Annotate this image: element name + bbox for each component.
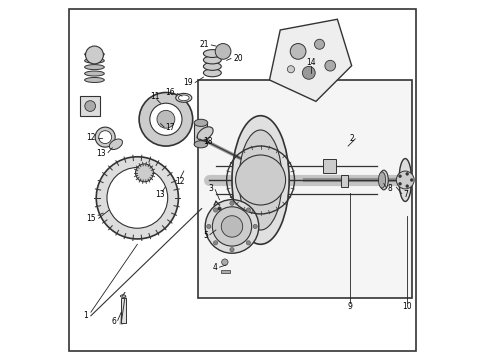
Text: 7: 7	[403, 190, 407, 199]
Text: 6: 6	[111, 316, 116, 325]
Text: 20: 20	[233, 54, 242, 63]
Circle shape	[213, 241, 217, 245]
Text: 21: 21	[199, 40, 208, 49]
Circle shape	[135, 164, 153, 182]
Circle shape	[235, 155, 285, 205]
Text: 5: 5	[203, 231, 207, 240]
Circle shape	[206, 224, 210, 229]
Ellipse shape	[398, 158, 411, 202]
Ellipse shape	[175, 93, 191, 102]
Ellipse shape	[203, 56, 221, 64]
Circle shape	[287, 66, 294, 73]
Circle shape	[405, 172, 408, 175]
Ellipse shape	[120, 295, 125, 297]
Ellipse shape	[231, 116, 288, 244]
Circle shape	[84, 101, 95, 111]
Text: 13: 13	[96, 149, 106, 158]
Circle shape	[302, 66, 315, 79]
Text: 4: 4	[212, 263, 217, 272]
Text: 10: 10	[402, 302, 411, 311]
Circle shape	[229, 248, 234, 252]
Circle shape	[96, 157, 178, 239]
Bar	[121, 298, 125, 323]
Circle shape	[95, 127, 115, 147]
Text: 17: 17	[165, 123, 175, 132]
Circle shape	[229, 201, 234, 205]
Bar	[340, 175, 347, 187]
Text: 19: 19	[183, 78, 192, 87]
Ellipse shape	[239, 130, 282, 230]
Circle shape	[290, 44, 305, 59]
Text: 13: 13	[155, 190, 164, 199]
Text: 12: 12	[86, 133, 95, 142]
Ellipse shape	[203, 69, 221, 77]
Text: 18: 18	[203, 137, 212, 146]
Circle shape	[85, 46, 103, 64]
Text: 2: 2	[349, 134, 354, 143]
Circle shape	[409, 179, 412, 181]
Circle shape	[221, 216, 242, 237]
Ellipse shape	[84, 71, 104, 76]
Text: 15: 15	[86, 214, 95, 223]
Circle shape	[217, 207, 221, 210]
Text: 16: 16	[165, 88, 175, 97]
Circle shape	[215, 44, 230, 59]
Text: 11: 11	[150, 91, 160, 100]
Bar	[323, 158, 335, 173]
Circle shape	[107, 167, 167, 228]
Text: 12: 12	[175, 177, 184, 186]
Polygon shape	[269, 19, 351, 102]
Ellipse shape	[194, 119, 207, 126]
Ellipse shape	[109, 139, 122, 149]
Circle shape	[205, 200, 258, 253]
Ellipse shape	[203, 50, 221, 58]
Ellipse shape	[84, 58, 104, 63]
Ellipse shape	[178, 95, 189, 101]
Circle shape	[253, 224, 257, 229]
Bar	[80, 96, 100, 116]
Ellipse shape	[197, 127, 213, 140]
Circle shape	[213, 208, 217, 212]
Circle shape	[398, 175, 401, 177]
Circle shape	[221, 259, 227, 265]
Bar	[198, 80, 411, 298]
Circle shape	[398, 183, 401, 185]
Bar	[221, 270, 230, 273]
Circle shape	[99, 131, 111, 144]
Circle shape	[405, 185, 408, 188]
Circle shape	[139, 93, 192, 146]
Text: 3: 3	[208, 184, 213, 193]
Text: 1: 1	[83, 311, 88, 320]
Circle shape	[149, 103, 182, 135]
Circle shape	[395, 171, 413, 189]
Ellipse shape	[84, 52, 104, 57]
Circle shape	[246, 208, 250, 212]
Text: 14: 14	[305, 58, 315, 67]
Ellipse shape	[84, 64, 104, 69]
Circle shape	[314, 39, 324, 49]
Ellipse shape	[84, 77, 104, 82]
Ellipse shape	[378, 172, 385, 188]
Text: 9: 9	[347, 302, 351, 311]
Circle shape	[157, 111, 175, 128]
Circle shape	[212, 207, 251, 246]
Circle shape	[246, 241, 250, 245]
Ellipse shape	[379, 170, 387, 190]
Circle shape	[324, 60, 335, 71]
Bar	[194, 123, 206, 144]
Ellipse shape	[203, 63, 221, 70]
Ellipse shape	[194, 141, 207, 148]
Text: 8: 8	[386, 184, 391, 193]
